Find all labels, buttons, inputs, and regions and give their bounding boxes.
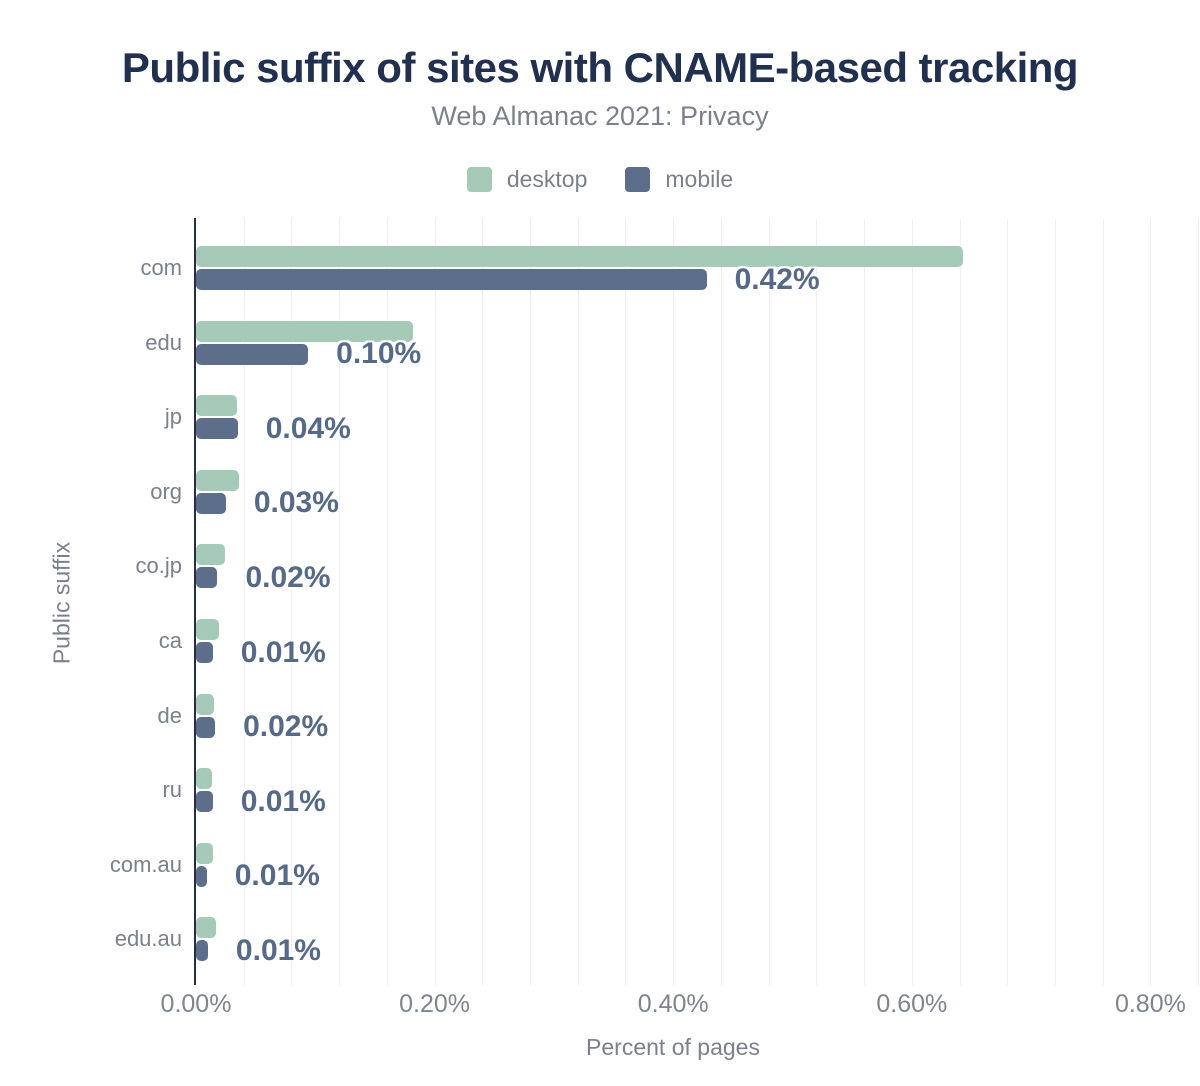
desktop-bar	[196, 768, 212, 790]
bar-group-com.au: com.au 0.01%	[110, 842, 1200, 893]
bar-group-edu: edu 0.10%	[145, 320, 1200, 371]
gridline	[434, 218, 436, 985]
value-label: 0.01%	[240, 635, 326, 669]
gridline	[625, 218, 627, 985]
bar-group-co.jp: co.jp 0.02%	[136, 544, 1200, 594]
category-label: edu.au	[114, 926, 182, 952]
gridline	[673, 218, 675, 985]
legend-label-mobile: mobile	[665, 166, 734, 192]
value-label: 0.10%	[336, 337, 422, 371]
bar-group-org: org 0.03%	[150, 469, 1200, 520]
x-axis-title: Percent of pages	[586, 1034, 760, 1060]
plot-area: com 0.42% edu 0.10% jp 0.04% org 0.03% co.jp 0.02…	[110, 218, 1200, 1060]
gridline	[386, 218, 388, 985]
x-tick-label: 0.20%	[399, 990, 471, 1018]
category-label: co.jp	[135, 553, 182, 579]
gridline	[768, 218, 770, 985]
category-label: ru	[162, 777, 182, 803]
value-label: 0.03%	[253, 486, 339, 520]
gridline	[720, 218, 722, 985]
x-tick-label: 0.00%	[160, 990, 232, 1018]
value-label: 0.01%	[240, 784, 326, 818]
bar-group-de: de 0.02%	[158, 693, 1200, 744]
bar-group-ru: ru 0.01%	[162, 768, 1200, 818]
gridline	[864, 218, 866, 985]
category-label: de	[157, 702, 182, 728]
gridline	[1054, 218, 1056, 985]
mobile-bar	[196, 343, 309, 365]
mobile-bar	[196, 269, 707, 290]
gridline	[1198, 218, 1200, 985]
gridline	[1102, 218, 1104, 985]
desktop-bar	[196, 320, 414, 342]
value-label: 0.02%	[243, 710, 329, 744]
category-label: org	[150, 478, 182, 504]
category-label: jp	[164, 404, 182, 430]
gridline	[339, 218, 341, 985]
category-label: edu	[145, 329, 182, 355]
bar-group-com: com 0.42%	[140, 246, 1200, 296]
legend-label-desktop: desktop	[506, 166, 588, 192]
gridline	[291, 218, 293, 985]
gridline	[577, 218, 579, 985]
gridline	[1007, 218, 1009, 985]
chart-subtitle: Web Almanac 2021: Privacy	[431, 101, 769, 131]
mobile-bar	[196, 940, 208, 962]
desktop-bar	[196, 469, 239, 491]
value-label: 0.04%	[265, 411, 351, 445]
gridline	[1150, 218, 1152, 985]
desktop-bar	[196, 693, 214, 715]
bar-group-edu.au: edu.au 0.01%	[115, 917, 1200, 967]
value-label: 0.01%	[235, 933, 321, 967]
category-label: com	[140, 255, 182, 280]
gridline	[530, 218, 532, 985]
gridline	[243, 218, 245, 985]
mobile-bar	[196, 418, 238, 440]
desktop-bar	[196, 619, 219, 640]
y-axis-line	[194, 218, 196, 985]
mobile-swatch-icon	[625, 167, 651, 192]
desktop-bar	[196, 246, 964, 267]
x-tick-label: 0.60%	[876, 990, 948, 1018]
x-tick-label: 0.80%	[1114, 990, 1186, 1018]
mobile-bar	[196, 716, 216, 738]
chart-title: Public suffix of sites with CNAME-based …	[121, 44, 1079, 91]
desktop-bar	[196, 842, 213, 864]
desktop-bar	[196, 395, 237, 417]
mobile-bar	[196, 791, 213, 813]
gridline	[482, 218, 484, 985]
legend-item-desktop: desktop	[466, 166, 588, 193]
gridline	[959, 218, 961, 985]
value-label: 0.01%	[234, 859, 320, 893]
mobile-bar	[196, 642, 213, 663]
gridline	[816, 218, 818, 985]
category-label: ca	[158, 628, 182, 653]
y-axis-title: Public suffix	[48, 541, 75, 665]
value-label: 0.42%	[734, 262, 820, 296]
legend: desktop mobile	[0, 166, 1200, 193]
bar-group-jp: jp 0.04%	[165, 395, 1200, 445]
bar-group-ca: ca 0.01%	[159, 619, 1200, 669]
desktop-swatch-icon	[466, 167, 492, 192]
value-label: 0.02%	[245, 560, 331, 594]
x-tick-label: 0.40%	[637, 990, 709, 1018]
mobile-bar	[196, 567, 218, 589]
gridline	[911, 218, 913, 985]
mobile-bar	[196, 492, 226, 514]
category-label: com.au	[109, 851, 182, 877]
mobile-bar	[196, 865, 207, 887]
desktop-bar	[196, 544, 225, 566]
legend-item-mobile: mobile	[625, 166, 733, 193]
desktop-bar	[196, 917, 217, 939]
